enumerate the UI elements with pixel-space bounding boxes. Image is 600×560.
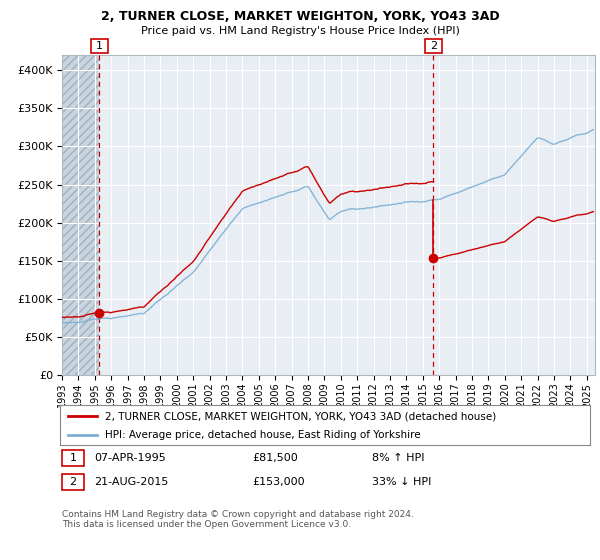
Text: £81,500: £81,500 [252,453,298,463]
Text: 33% ↓ HPI: 33% ↓ HPI [372,477,431,487]
Text: HPI: Average price, detached house, East Riding of Yorkshire: HPI: Average price, detached house, East… [105,430,421,440]
Text: 2, TURNER CLOSE, MARKET WEIGHTON, YORK, YO43 3AD (detached house): 2, TURNER CLOSE, MARKET WEIGHTON, YORK, … [105,411,496,421]
Text: Price paid vs. HM Land Registry's House Price Index (HPI): Price paid vs. HM Land Registry's House … [140,26,460,36]
Text: 2, TURNER CLOSE, MARKET WEIGHTON, YORK, YO43 3AD: 2, TURNER CLOSE, MARKET WEIGHTON, YORK, … [101,10,499,23]
Text: 1: 1 [70,453,77,463]
Text: 07-APR-1995: 07-APR-1995 [94,453,166,463]
Text: 8% ↑ HPI: 8% ↑ HPI [372,453,425,463]
Text: £153,000: £153,000 [252,477,305,487]
Text: 2: 2 [70,477,77,487]
Text: 21-AUG-2015: 21-AUG-2015 [94,477,169,487]
Text: 2: 2 [430,41,437,52]
Text: 1: 1 [96,41,103,52]
Bar [62,55,99,375]
Text: Contains HM Land Registry data © Crown copyright and database right 2024.
This d: Contains HM Land Registry data © Crown c… [62,510,414,529]
